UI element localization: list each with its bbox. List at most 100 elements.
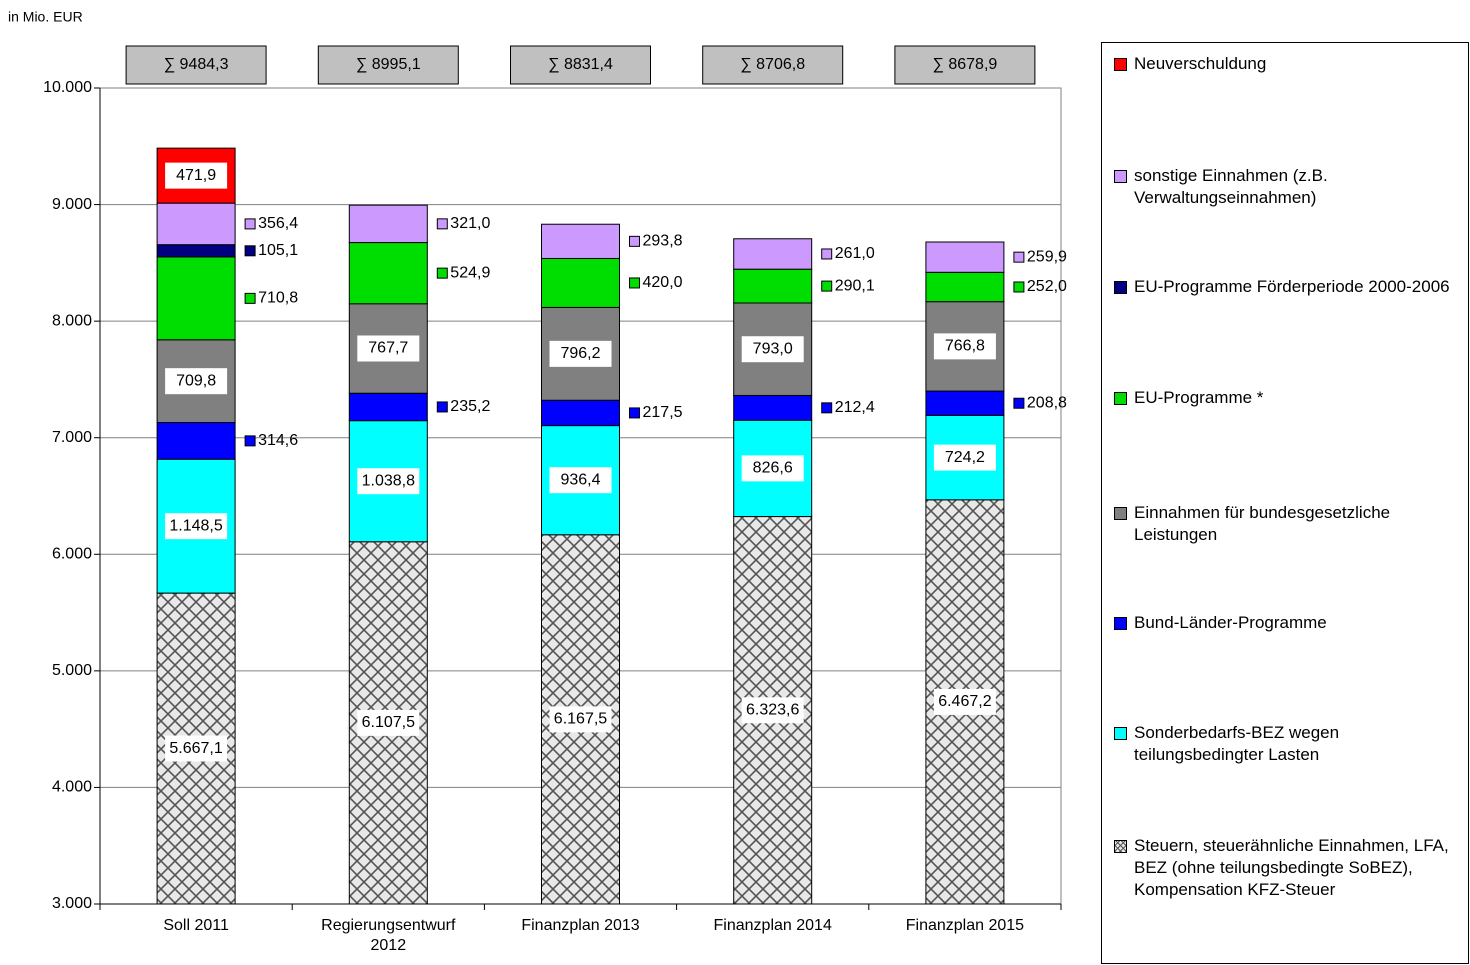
x-tick-label: Finanzplan 2015 bbox=[905, 917, 1025, 934]
legend-label: EU-Programme * bbox=[1134, 388, 1264, 407]
value-label: 766,8 bbox=[945, 338, 985, 355]
value-label: 6.107,5 bbox=[362, 714, 415, 731]
legend-item: EU-Programme * bbox=[1110, 387, 1465, 409]
legend-label: Neuverschuldung bbox=[1134, 54, 1267, 73]
label-box bbox=[933, 688, 996, 715]
value-label: 1.038,8 bbox=[362, 472, 415, 489]
value-label: 724,2 bbox=[945, 449, 985, 466]
value-label: 356,4 bbox=[258, 215, 298, 232]
label-marker bbox=[629, 407, 640, 419]
total-label: ∑ 9484,3 bbox=[164, 56, 229, 73]
value-label: 212,4 bbox=[835, 399, 875, 416]
label-marker bbox=[821, 248, 833, 260]
value-label: 710,8 bbox=[258, 290, 298, 307]
label-box bbox=[933, 444, 996, 471]
label-marker bbox=[244, 292, 256, 304]
x-tick-label: Finanzplan 2013 bbox=[521, 917, 640, 934]
label-box bbox=[357, 468, 420, 495]
bar-segment bbox=[156, 202, 236, 246]
legend-swatch bbox=[1114, 392, 1127, 405]
total-box bbox=[125, 45, 267, 85]
value-label: 420,0 bbox=[643, 274, 683, 291]
label-marker bbox=[629, 235, 640, 247]
label-marker bbox=[1013, 251, 1025, 263]
label-marker bbox=[821, 280, 833, 292]
legend-swatch bbox=[1114, 58, 1127, 71]
value-label: 217,5 bbox=[643, 404, 683, 421]
legend-item: Bund-Länder-Programme bbox=[1110, 612, 1465, 634]
value-label: 252,0 bbox=[1027, 278, 1067, 295]
legend-label: Steuern, steuerähnliche Einnahmen, LFA, … bbox=[1134, 836, 1449, 899]
bar-segment bbox=[925, 271, 1005, 303]
y-tick-label: 4.000 bbox=[52, 779, 92, 796]
bar-segment bbox=[156, 244, 236, 258]
bar-segment bbox=[348, 242, 428, 305]
label-marker bbox=[244, 245, 256, 257]
label-box bbox=[165, 162, 228, 189]
value-label: 471,9 bbox=[176, 167, 216, 184]
value-label: 208,8 bbox=[1027, 394, 1067, 411]
total-box bbox=[510, 45, 651, 85]
label-box bbox=[549, 706, 612, 733]
value-label: 5.667,1 bbox=[169, 740, 222, 757]
y-axis-label: in Mio. EUR bbox=[8, 9, 83, 25]
bar-segment bbox=[733, 238, 813, 270]
label-box bbox=[933, 333, 996, 360]
value-label: 293,8 bbox=[643, 233, 683, 250]
y-tick-label: 3.000 bbox=[52, 895, 92, 912]
legend-item: Steuern, steuerähnliche Einnahmen, LFA, … bbox=[1110, 835, 1465, 901]
label-box bbox=[549, 340, 612, 367]
label-marker bbox=[629, 277, 640, 289]
total-box bbox=[702, 45, 844, 85]
y-tick-label: 6.000 bbox=[52, 546, 92, 563]
value-label: 6.323,6 bbox=[746, 702, 799, 719]
value-label: 767,7 bbox=[368, 340, 408, 357]
label-marker bbox=[436, 401, 448, 413]
value-label: 524,9 bbox=[450, 264, 490, 281]
value-label: 709,8 bbox=[176, 372, 216, 389]
label-box bbox=[741, 697, 804, 724]
legend-label: sonstige Einnahmen (z.B. Verwaltungseinn… bbox=[1134, 166, 1328, 207]
y-tick-label: 9.000 bbox=[52, 196, 92, 213]
label-marker bbox=[244, 435, 256, 447]
legend-swatch bbox=[1114, 170, 1127, 183]
label-box bbox=[741, 336, 804, 363]
bar-segment bbox=[541, 223, 620, 259]
legend-item: Einnahmen für bundesgesetzliche Leistung… bbox=[1110, 502, 1465, 546]
legend-label: Bund-Länder-Programme bbox=[1134, 613, 1327, 632]
legend-item: EU-Programme Förderperiode 2000-2006 bbox=[1110, 276, 1465, 298]
total-label: ∑ 8831,4 bbox=[548, 56, 613, 73]
legend-swatch bbox=[1114, 727, 1127, 740]
x-tick-label: Regierungsentwurf 2012 bbox=[321, 917, 456, 954]
label-box bbox=[165, 368, 228, 395]
label-marker bbox=[436, 267, 448, 279]
label-marker bbox=[1013, 397, 1025, 409]
label-box bbox=[165, 513, 228, 540]
y-tick-label: 10.000 bbox=[43, 79, 92, 96]
bar-segment bbox=[348, 204, 428, 244]
label-marker bbox=[821, 402, 833, 414]
value-label: 6.167,5 bbox=[554, 711, 607, 728]
bar-segment bbox=[925, 241, 1005, 273]
value-label: 259,9 bbox=[1027, 248, 1067, 265]
value-label: 796,2 bbox=[560, 345, 600, 362]
label-marker bbox=[436, 218, 448, 230]
label-box bbox=[549, 467, 612, 494]
value-label: 793,0 bbox=[753, 340, 793, 357]
value-label: 105,1 bbox=[258, 242, 298, 259]
y-tick-label: 5.000 bbox=[52, 662, 92, 679]
bar-segment bbox=[156, 256, 236, 341]
label-marker bbox=[244, 218, 256, 230]
label-box bbox=[741, 455, 804, 482]
value-label: 826,6 bbox=[753, 460, 793, 477]
x-tick-label: Finanzplan 2014 bbox=[713, 917, 832, 934]
total-label: ∑ 8706,8 bbox=[740, 56, 805, 73]
bar-segment bbox=[541, 399, 620, 427]
legend-item: sonstige Einnahmen (z.B. Verwaltungseinn… bbox=[1110, 165, 1465, 209]
bar-segment bbox=[541, 257, 620, 308]
bar-segment bbox=[156, 422, 236, 460]
value-label: 290,1 bbox=[835, 277, 875, 294]
legend-label: Einnahmen für bundesgesetzliche Leistung… bbox=[1134, 503, 1391, 544]
